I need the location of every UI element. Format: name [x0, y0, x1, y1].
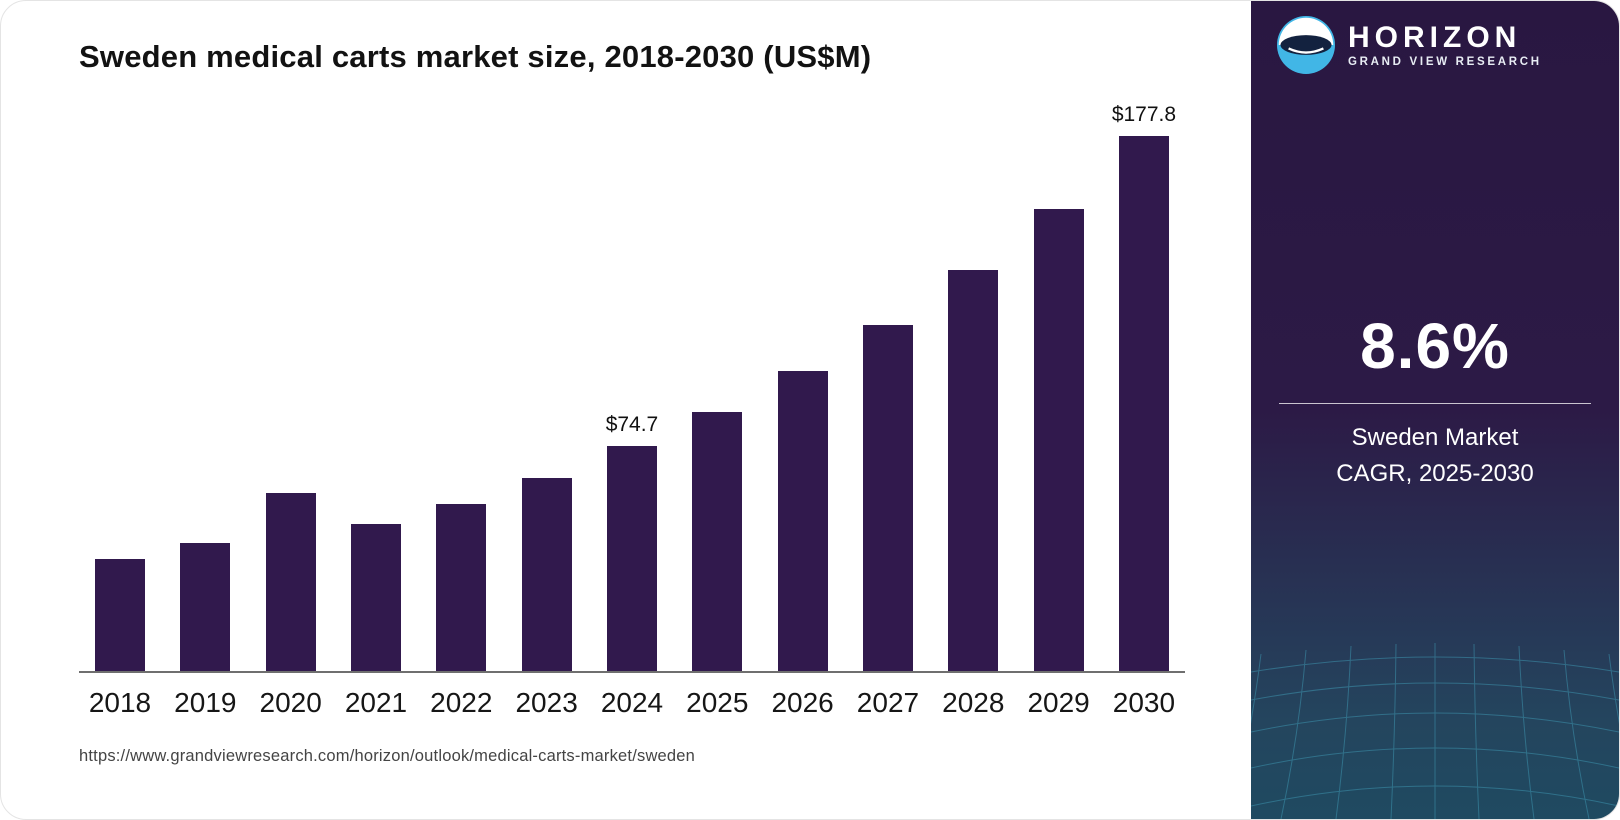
brand-name: HORIZON [1348, 20, 1522, 54]
bar-2024 [606, 446, 657, 671]
bar-column-2019 [172, 99, 238, 671]
x-axis-label-2030: 2030 [1112, 687, 1176, 718]
bar-column-2030: $177.8 [1111, 99, 1177, 671]
bar-2026 [777, 370, 828, 671]
bar-column-2021 [343, 99, 409, 671]
chart-area: $74.7 $177.8 2018 2019 2020 2021 2022 2023 2024… [79, 99, 1185, 719]
bar-2022 [436, 503, 487, 671]
bar-2029 [1033, 208, 1084, 671]
x-axis-label-2028: 2028 [942, 687, 1005, 718]
x-axis-label-2018: 2018 [88, 687, 152, 718]
logo-text: HORIZON GRAND VIEW RESEARCH [1348, 22, 1542, 69]
bar-2028 [948, 270, 999, 671]
x-axis-label-2025: 2025 [686, 687, 749, 718]
bar-2023 [521, 478, 572, 671]
x-axis-label-2023: 2023 [515, 687, 578, 718]
bar-column-2028 [940, 99, 1006, 671]
cagr-value: 8.6% [1360, 310, 1510, 382]
bar-2021 [350, 524, 401, 671]
brand-panel: HORIZON GRAND VIEW RESEARCH 8.6% Sweden … [1251, 1, 1619, 819]
cagr-stat: 8.6% Sweden Market CAGR, 2025-2030 [1251, 309, 1619, 492]
source-url: https://www.grandviewresearch.com/horizo… [79, 747, 696, 765]
bar-column-2024: $74.7 [599, 99, 665, 671]
horizon-globe-icon [1277, 16, 1335, 74]
brand-subtitle: GRAND VIEW RESEARCH [1348, 56, 1542, 69]
chart-title: Sweden medical carts market size, 2018-2… [79, 39, 872, 74]
x-axis-label-2019: 2019 [174, 687, 237, 718]
x-axis-label-2024: 2024 [600, 687, 664, 718]
bar-column-2023 [514, 99, 580, 671]
stat-label-line2: CAGR, 2025-2030 [1336, 460, 1534, 487]
bar-2027 [862, 325, 913, 671]
bar-2019 [180, 543, 231, 671]
x-axis-label-2020: 2020 [259, 687, 322, 718]
wireframe-globe-graphic [1251, 643, 1619, 819]
bar-column-2025 [684, 99, 750, 671]
x-axis-label-2021: 2021 [344, 687, 408, 718]
bar-2018 [95, 559, 145, 671]
x-axis-label-2027: 2027 [856, 687, 920, 718]
x-axis-label-2026: 2026 [771, 687, 834, 718]
x-axis-label-2029: 2029 [1027, 687, 1090, 718]
stat-divider [1279, 403, 1591, 404]
stat-label-line1: Sweden Market [1351, 424, 1519, 451]
bar-column-2018 [87, 99, 153, 671]
bar-column-2020 [258, 99, 324, 671]
chart-plot: $74.7 $177.8 [79, 99, 1185, 673]
logo: HORIZON GRAND VIEW RESEARCH [1277, 16, 1542, 74]
bar-2025 [692, 411, 743, 671]
bar-2030 [1118, 135, 1169, 671]
bar-column-2022 [428, 99, 494, 671]
bar-column-2027 [855, 99, 921, 671]
x-axis-labels: 2018 2019 2020 2021 2022 2023 2024 2025 2026 2027… [79, 687, 1185, 719]
bar-2020 [265, 492, 316, 671]
bar-column-2029 [1026, 99, 1092, 671]
x-axis-label-2022: 2022 [430, 687, 493, 718]
bar-column-2026 [770, 99, 836, 671]
bar-value-label-2024: $74.7 [605, 413, 659, 437]
bar-value-label-2030: $177.8 [1111, 102, 1177, 126]
